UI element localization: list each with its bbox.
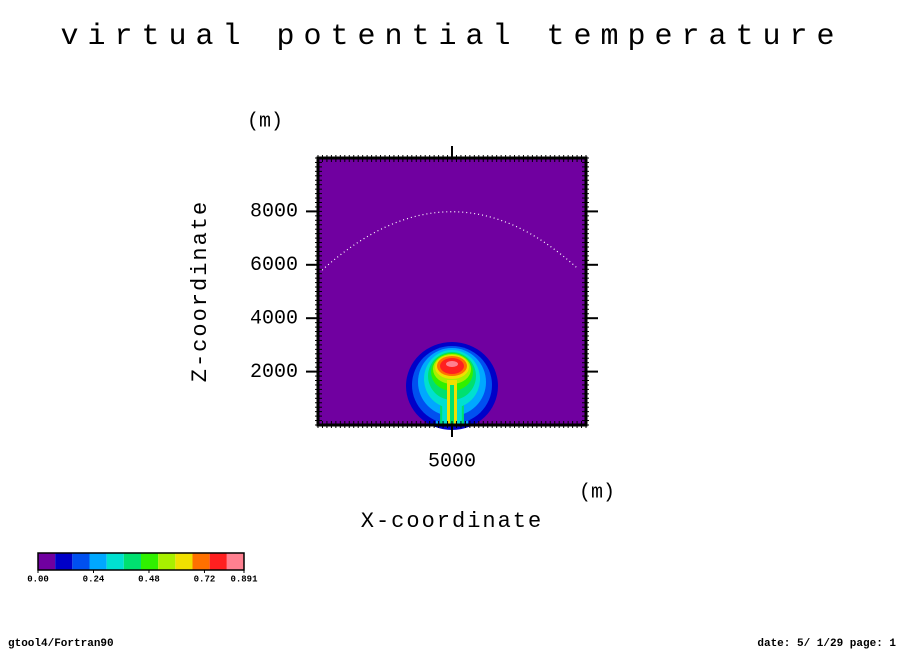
- y-label: Z-coordinate: [188, 200, 213, 382]
- colorbar-box: [123, 553, 141, 570]
- colorbar-tick-label: 0.891: [230, 574, 258, 584]
- colorbar-box: [106, 553, 124, 570]
- colorbar-box: [89, 553, 107, 570]
- y-unit: (m): [247, 110, 283, 133]
- x-tick-label: 5000: [428, 450, 476, 473]
- y-tick-label: 4000: [250, 307, 298, 330]
- colorbar-box: [72, 553, 90, 570]
- footer-right: date: 5/ 1/29 page: 1: [757, 638, 896, 650]
- y-tick-label: 2000: [250, 361, 298, 384]
- colorbar-box: [209, 553, 227, 570]
- colorbar-box: [55, 553, 73, 570]
- colorbar-box: [192, 553, 210, 570]
- colorbar-box: [141, 553, 159, 570]
- contour-fill: [450, 385, 454, 425]
- colorbar-tick-label: 0.72: [194, 574, 216, 584]
- colorbar-box: [226, 553, 244, 570]
- contour-line: [321, 211, 579, 271]
- x-label: X-coordinate: [361, 509, 543, 534]
- footer-left: gtool4/Fortran90: [8, 638, 114, 650]
- colorbar-box: [175, 553, 193, 570]
- y-tick-label: 6000: [250, 254, 298, 277]
- colorbar-tick-label: 0.00: [27, 574, 49, 584]
- x-unit: (m): [579, 481, 615, 504]
- colorbar-box: [158, 553, 176, 570]
- colorbar-tick-label: 0.24: [83, 574, 105, 584]
- colorbar-box: [38, 553, 56, 570]
- chart-title: virtual potential temperature: [60, 20, 843, 54]
- y-tick-label: 8000: [250, 201, 298, 224]
- colorbar-frame: [37, 552, 245, 571]
- colorbar-tick-label: 0.48: [138, 574, 160, 584]
- contour-fill: [446, 361, 458, 367]
